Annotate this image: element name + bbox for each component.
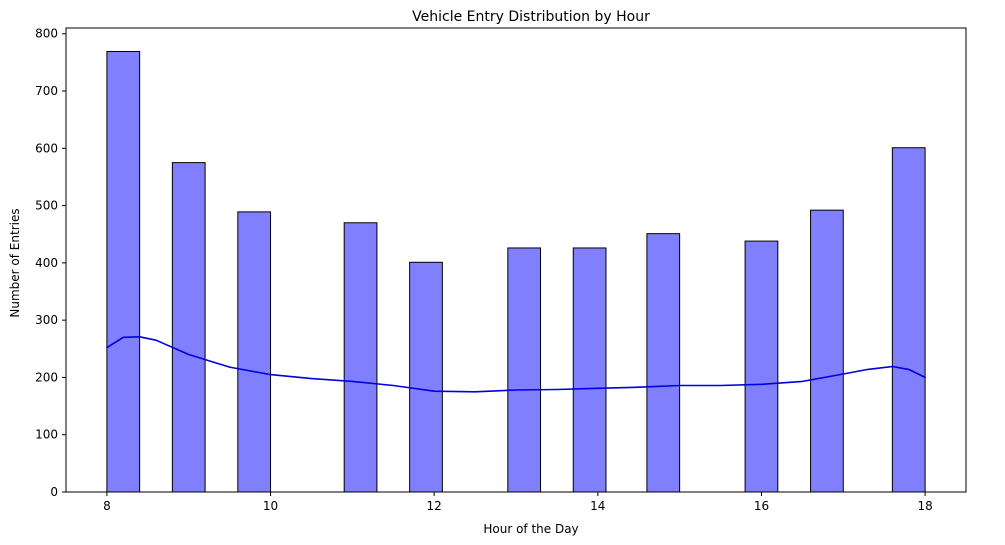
histogram-bar [810,209,844,493]
y-tick-label: 300 [35,313,58,327]
chart-title: Vehicle Entry Distribution by Hour [412,9,650,25]
x-tick-label: 12 [427,499,442,513]
x-tick-label: 8 [103,499,111,513]
histogram-bar [343,222,378,493]
y-axis: 0 100 200 300 400 500 600 700 800 [35,27,66,499]
histogram-bar [507,247,542,493]
y-tick-label: 600 [35,141,58,155]
y-tick-label: 100 [35,428,58,442]
y-tick-label: 800 [35,27,58,41]
plot-frame [65,27,967,493]
histogram-bar [237,211,272,493]
x-tick-label: 18 [917,499,932,513]
y-tick-label: 700 [35,84,58,98]
y-axis-label: Number of Entries [8,208,22,317]
x-tick-label: 14 [590,499,605,513]
plot-area [65,27,967,493]
histogram-bar [572,247,607,493]
histogram-bar [409,261,443,493]
histogram-bar [744,240,779,493]
y-tick-label: 500 [35,199,58,213]
histogram-bar [891,147,926,493]
x-axis: 8 10 12 14 16 18 [103,492,933,513]
histogram-bar [171,162,206,493]
x-tick-label: 10 [263,499,278,513]
histogram-bar [646,233,681,493]
y-tick-label: 0 [50,485,58,499]
x-axis-label: Hour of the Day [483,522,578,536]
x-tick-label: 16 [754,499,769,513]
histogram-bar [106,50,141,493]
y-tick-label: 400 [35,256,58,270]
kde-curve [106,335,926,393]
y-tick-label: 200 [35,370,58,384]
